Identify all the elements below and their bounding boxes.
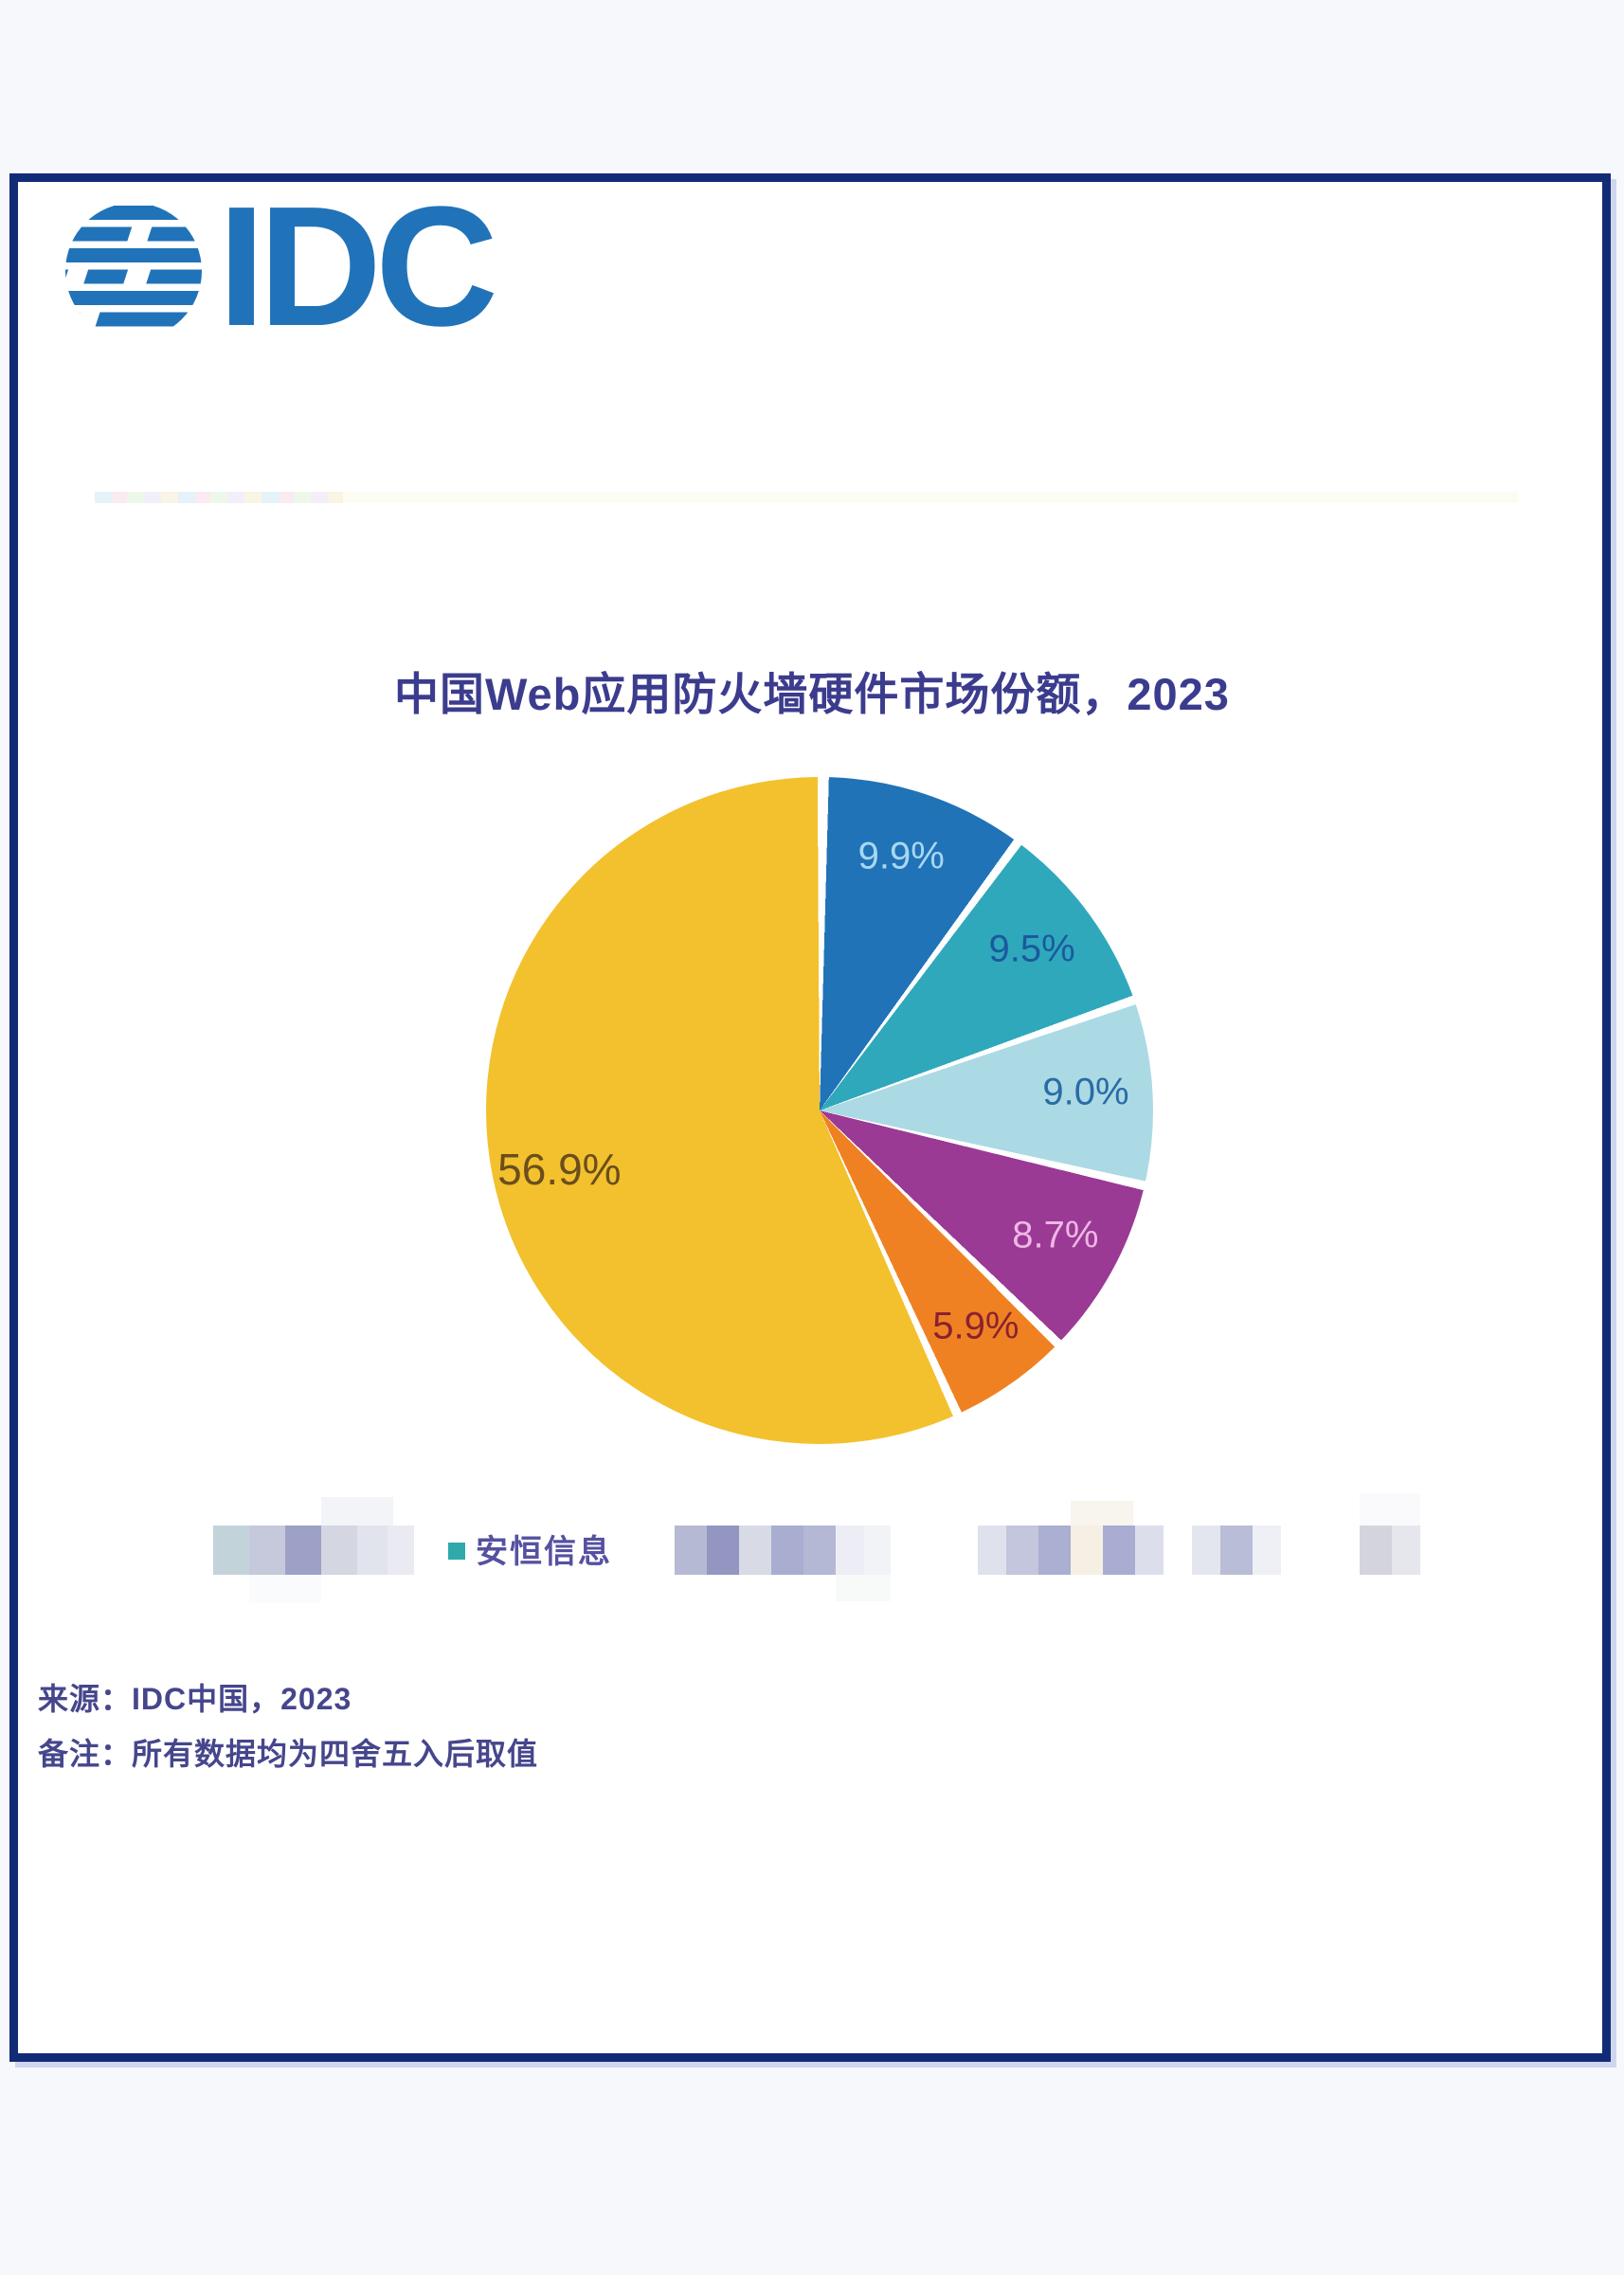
blur-artifact-strip-2 [343,492,1518,503]
pie-chart-area: 9.9% 9.5% 9.0% 8.7% 5.9% 56.9% [486,777,1153,1444]
pie-label-9.5%: 9.5% [988,928,1075,969]
pie-label-8.7%: 8.7% [1012,1214,1099,1256]
pie-label-56.9%: 56.9% [497,1145,622,1195]
legend-label-anheng: 安恒信息 [476,1534,612,1570]
note-text: 备注：所有数据均为四舍五入后取值 [38,1737,539,1771]
idc-logo: IDC [63,182,498,352]
idc-logo-text: IDC [218,172,498,362]
legend-swatch-anheng [448,1543,465,1560]
pie-label-9.0%: 9.0% [1042,1071,1129,1113]
blur-artifact-strip [95,492,343,503]
pie-label-9.9%: 9.9% [857,835,945,877]
pie-label-5.9%: 5.9% [932,1305,1020,1347]
source-text: 来源：IDC中国，2023 [38,1682,352,1716]
pie-chart [486,777,1153,1444]
chart-title: 中国Web应用防火墙硬件市场份额，2023 [394,669,1230,719]
idc-globe-icon [63,200,205,347]
